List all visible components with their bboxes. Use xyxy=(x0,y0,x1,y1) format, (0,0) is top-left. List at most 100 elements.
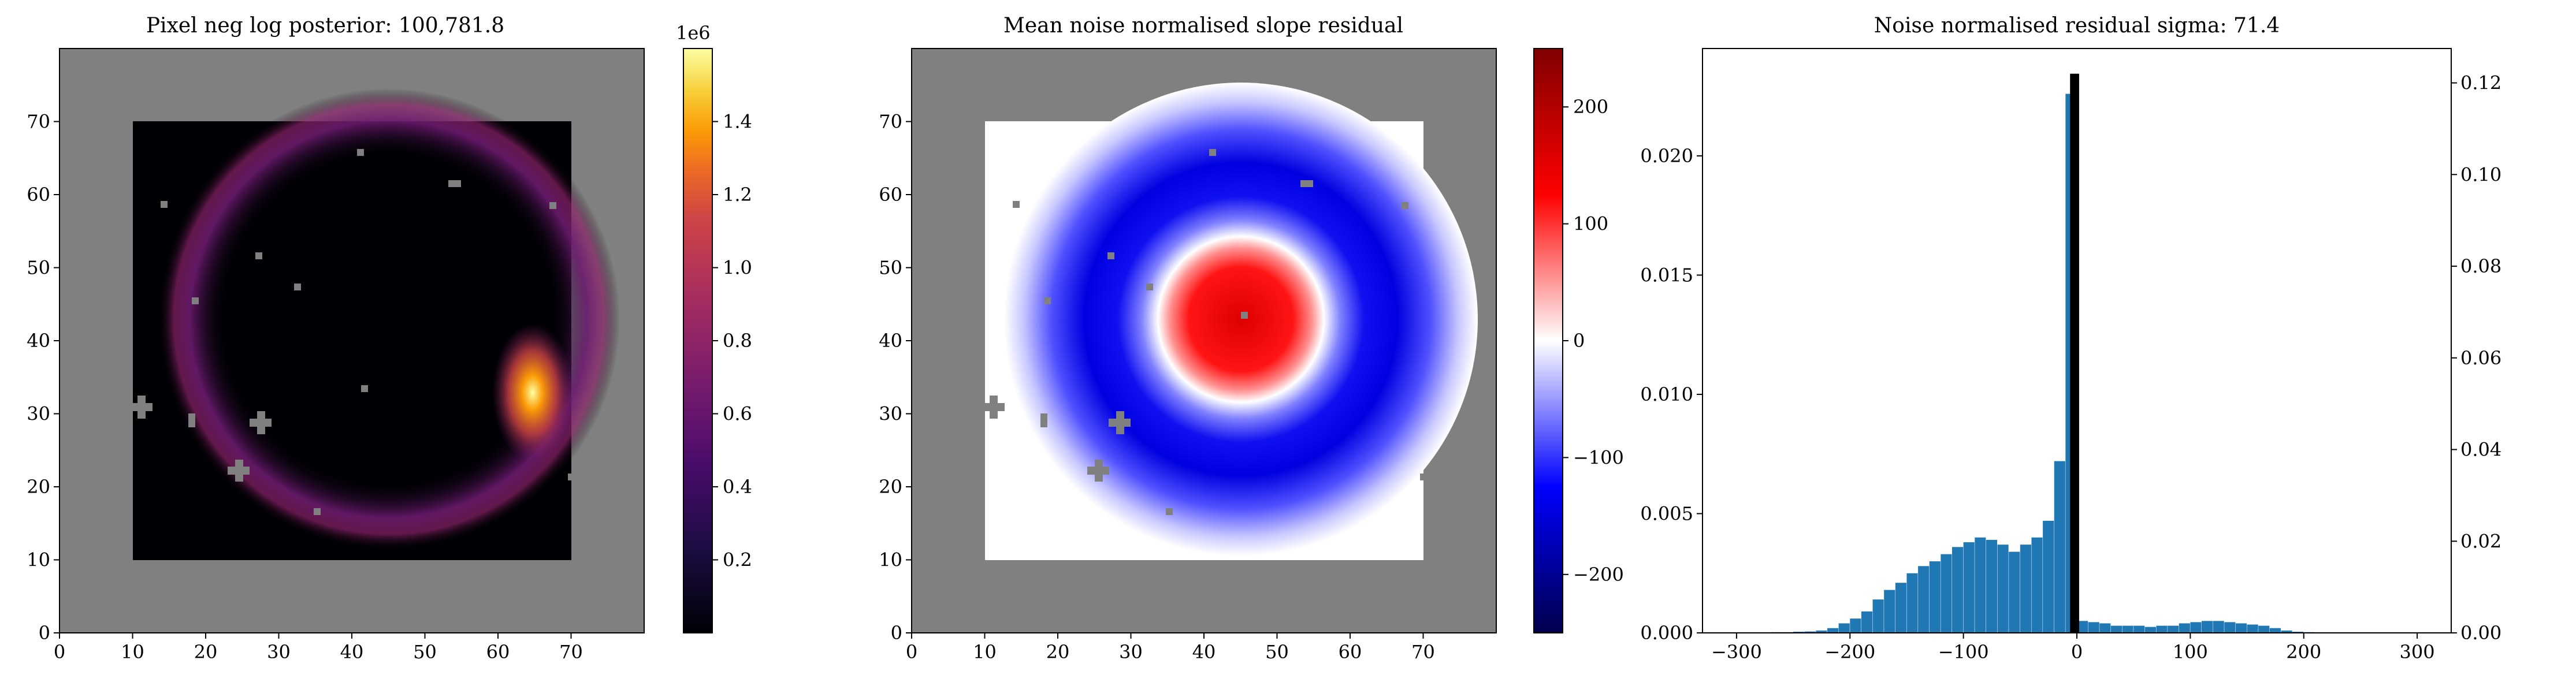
histogram-bar xyxy=(1986,539,1998,633)
histogram-bars xyxy=(1736,73,2417,633)
histogram-bar xyxy=(2190,622,2202,633)
histogram-bar xyxy=(2110,625,2122,633)
panel-2-masked-pixels xyxy=(984,149,1427,515)
overlay-bar xyxy=(2070,73,2079,633)
histogram-bar xyxy=(2213,621,2224,633)
histogram-bar xyxy=(2043,520,2054,633)
histogram-bar xyxy=(1872,599,1884,633)
histogram-bar xyxy=(2281,630,2292,633)
histogram-bar xyxy=(1850,618,1861,633)
x-tick-label: 70 xyxy=(1411,641,1435,663)
x-tick-label: 300 xyxy=(2400,641,2435,663)
panel-1-masked-pixels xyxy=(132,149,575,515)
panel-2-colorbar-ticks: 200 100 0 −100 −200 xyxy=(1563,96,1624,586)
colorbar-tick-label: 0.8 xyxy=(723,330,752,352)
panel-1-x-ticks: 0 10 20 30 40 50 60 70 xyxy=(54,633,583,663)
histogram-bar xyxy=(1918,566,1930,633)
y-tick-label: 40 xyxy=(879,330,902,352)
panel-3-title: Noise normalised residual sigma: 71.4 xyxy=(1874,14,2280,38)
histogram-bar xyxy=(1861,611,1873,633)
panel-1-heatmap: Pixel neg log posterior: 100,781.8 0 10 20… xyxy=(27,14,752,663)
y-tick-label: 50 xyxy=(879,257,902,279)
histogram-bar xyxy=(2247,624,2258,633)
histogram-bar xyxy=(2179,623,2190,633)
colorbar-tick-label: −100 xyxy=(1573,446,1624,468)
x-tick-label: −300 xyxy=(1711,641,1762,663)
colorbar-tick-label: 0.2 xyxy=(723,549,752,571)
histogram-bar xyxy=(1929,561,1941,633)
histogram-bar xyxy=(1952,547,1964,633)
histogram-bar xyxy=(1827,628,1839,633)
x-tick-label: −100 xyxy=(1938,641,1989,663)
colorbar-tick-label: 1.2 xyxy=(723,184,752,206)
histogram-bar xyxy=(1975,537,1986,633)
histogram-bar xyxy=(1838,623,1850,633)
y-tick-label: 60 xyxy=(879,184,902,206)
histogram-bar xyxy=(2020,545,2031,633)
panel-1-hot-spot xyxy=(492,323,573,462)
histogram-bar xyxy=(2292,631,2304,633)
histogram-bar xyxy=(2054,461,2065,633)
colorbar-tick-label: 200 xyxy=(1573,96,1608,118)
histogram-bar xyxy=(2077,621,2088,633)
x-tick-label: −200 xyxy=(1824,641,1875,663)
y-tick-label: 0.020 xyxy=(1640,145,1693,167)
x-tick-label: 200 xyxy=(2286,641,2321,663)
histogram-bar xyxy=(2269,628,2281,633)
colorbar-tick-label: 1.0 xyxy=(723,257,752,279)
panel-1-ring xyxy=(158,88,620,550)
histogram-bar xyxy=(2258,625,2270,633)
histogram-bar xyxy=(2088,622,2099,633)
panel-3-y-left-ticks: 0.000 0.005 0.010 0.015 0.020 xyxy=(1640,145,1703,644)
histogram-bar xyxy=(2202,621,2213,633)
y-tick-label: 10 xyxy=(879,549,902,571)
y-tick-label: 60 xyxy=(27,184,50,206)
x-tick-label: 50 xyxy=(1265,641,1289,663)
colorbar-tick-label: 100 xyxy=(1573,213,1608,235)
x-tick-label: 100 xyxy=(2173,641,2208,663)
y-tick-label: 0 xyxy=(39,622,50,644)
y2-tick-label: 0.02 xyxy=(2460,530,2501,552)
histogram-bar xyxy=(1997,545,2009,633)
histogram-bar xyxy=(1941,554,1952,633)
panel-1-colorbar-exponent: 1e6 xyxy=(676,22,711,44)
y-tick-label: 40 xyxy=(27,330,50,352)
panel-1-colorbar xyxy=(683,48,713,633)
x-tick-label: 0 xyxy=(2071,641,2083,663)
y-tick-label: 0.010 xyxy=(1640,383,1693,405)
panel-3-histogram: Noise normalised residual sigma: 71.4 −3… xyxy=(1640,14,2501,663)
histogram-bar xyxy=(2133,625,2145,633)
y-tick-label: 10 xyxy=(27,549,50,571)
histogram-bar xyxy=(2122,625,2133,633)
y-tick-label: 50 xyxy=(27,257,50,279)
histogram-bar xyxy=(2156,625,2168,633)
y-tick-label: 70 xyxy=(27,111,50,133)
x-tick-label: 40 xyxy=(340,641,364,663)
colorbar-tick-label: 0 xyxy=(1573,330,1585,352)
histogram-bar xyxy=(2031,537,2043,633)
y2-tick-label: 0.08 xyxy=(2460,255,2501,277)
y2-tick-label: 0.12 xyxy=(2460,72,2501,94)
panel-3-y-right-ticks: 0.00 0.02 0.04 0.06 0.08 0.10 0.12 xyxy=(2451,72,2501,644)
x-tick-label: 0 xyxy=(54,641,65,663)
x-tick-label: 30 xyxy=(1119,641,1143,663)
panel-2-region-left-fill xyxy=(985,121,997,560)
y2-tick-label: 0.10 xyxy=(2460,163,2501,185)
y2-tick-label: 0.00 xyxy=(2460,622,2501,644)
x-tick-label: 20 xyxy=(194,641,218,663)
panel-2-colorbar xyxy=(1533,48,1563,633)
panel-1-title: Pixel neg log posterior: 100,781.8 xyxy=(146,14,504,38)
x-tick-label: 10 xyxy=(121,641,144,663)
histogram-bar xyxy=(1816,630,1827,633)
colorbar-tick-label: 0.4 xyxy=(723,476,752,498)
y2-tick-label: 0.04 xyxy=(2460,439,2501,461)
histogram-bar xyxy=(2009,551,2020,633)
y-tick-label: 70 xyxy=(879,111,902,133)
histogram-bar xyxy=(1793,631,1805,633)
panel-2-title: Mean noise normalised slope residual xyxy=(1003,14,1403,38)
panel-2-residual-field xyxy=(1004,83,1478,556)
panel-2-y-ticks: 0 10 20 30 40 50 60 70 xyxy=(879,111,912,644)
colorbar-tick-label: 0.6 xyxy=(723,403,752,425)
histogram-bar xyxy=(2168,625,2179,633)
y-tick-label: 0.000 xyxy=(1640,622,1693,644)
